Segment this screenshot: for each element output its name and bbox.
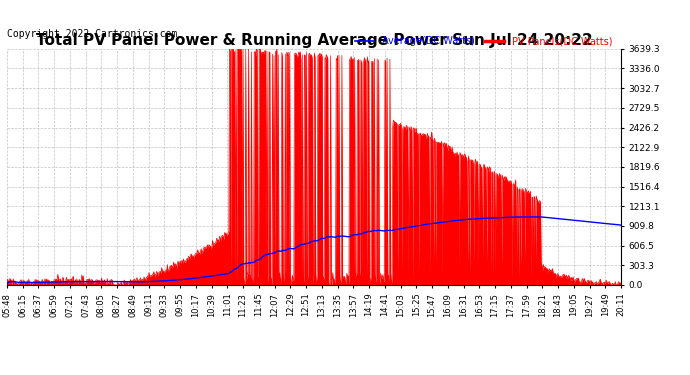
Text: Copyright 2022 Cartronics.com: Copyright 2022 Cartronics.com <box>7 29 177 39</box>
Title: Total PV Panel Power & Running Average Power Sun Jul 24 20:22: Total PV Panel Power & Running Average P… <box>36 33 592 48</box>
Legend: Average(DC Watts), PV Panels(DC Watts): Average(DC Watts), PV Panels(DC Watts) <box>351 32 616 50</box>
